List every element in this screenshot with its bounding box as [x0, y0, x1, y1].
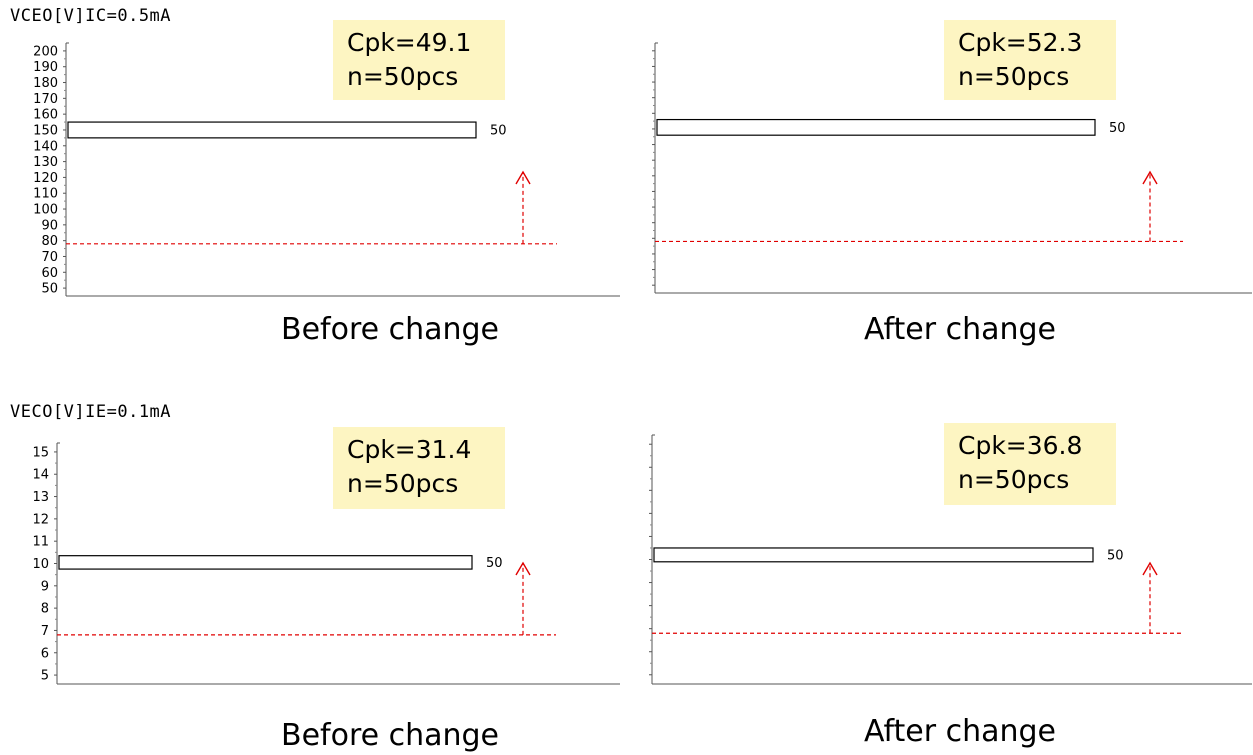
chart-vceo-after-svg: 50 — [652, 42, 1252, 294]
vceo-section-title: VCEO[V]IC=0.5mA — [10, 6, 172, 26]
y-tick-label: 5 — [41, 669, 49, 684]
bar-count-label: 50 — [1107, 548, 1124, 563]
y-tick-label: 8 — [41, 602, 49, 617]
cpk-value: Cpk=52.3 — [958, 28, 1083, 57]
histogram-bar — [653, 547, 1094, 563]
cpk-box-vceo-after: Cpk=52.3 n=50pcs — [944, 20, 1116, 100]
histogram-bar — [67, 121, 477, 139]
cpk-value: Cpk=36.8 — [958, 431, 1083, 460]
y-tick-label: 160 — [33, 108, 58, 123]
y-tick-label: 120 — [33, 171, 58, 186]
arrow-up-icon — [515, 170, 531, 185]
y-tick-label: 200 — [33, 44, 58, 59]
y-tick-label: 9 — [41, 579, 49, 594]
y-tick-label: 130 — [33, 155, 58, 170]
y-tick-label: 90 — [41, 218, 58, 233]
arrow-up-icon — [1142, 561, 1158, 576]
y-tick-label: 80 — [41, 234, 58, 249]
y-tick-label: 10 — [32, 557, 49, 572]
y-tick-label: 13 — [32, 490, 49, 505]
chart-vceo-before: 50 60 70 80 90 100 110 120 130 140 150 160 170 180 190… — [0, 0, 620, 300]
veco-section-title: VECO[V]IE=0.1mA — [10, 402, 172, 422]
cpk-box-veco-after: Cpk=36.8 n=50pcs — [944, 423, 1116, 505]
arrow-up-icon — [1142, 170, 1158, 185]
caption-veco-before: Before change — [280, 718, 500, 753]
chart-veco-before-svg: 5 6 7 8 9 10 11 12 13 14 15 50 — [32, 442, 620, 685]
chart-veco-before: 5 6 7 8 9 10 11 12 13 14 15 50 — [0, 400, 620, 700]
y-tick-label: 50 — [41, 282, 58, 297]
y-tick-label: 14 — [32, 468, 49, 483]
cpk-value: Cpk=49.1 — [347, 28, 472, 57]
y-tick-label: 170 — [33, 92, 58, 107]
sample-count: n=50pcs — [958, 465, 1070, 494]
y-tick-label: 190 — [33, 60, 58, 75]
y-tick-label: 11 — [32, 535, 49, 550]
y-tick-label: 180 — [33, 76, 58, 91]
sample-count: n=50pcs — [958, 62, 1070, 91]
y-tick-label: 60 — [41, 266, 58, 281]
y-tick-label: 15 — [32, 445, 49, 460]
bar-count-label: 50 — [1109, 121, 1126, 136]
y-tick-label: 100 — [33, 203, 58, 218]
y-tick-label: 7 — [41, 624, 49, 639]
y-tick-label: 70 — [41, 250, 58, 265]
cpk-box-vceo-before: Cpk=49.1 n=50pcs — [333, 20, 505, 100]
caption-veco-after: After change — [864, 714, 1056, 749]
sample-count: n=50pcs — [347, 469, 459, 498]
cpk-value: Cpk=31.4 — [347, 435, 472, 464]
chart-veco-after: 50 — [620, 400, 1253, 700]
y-tick-label: 110 — [33, 187, 58, 202]
histogram-bar — [656, 118, 1096, 136]
chart-vceo-after: 50 — [620, 0, 1253, 300]
sample-count: n=50pcs — [347, 62, 459, 91]
y-tick-label: 150 — [33, 123, 58, 138]
caption-vceo-after: After change — [864, 312, 1056, 347]
bar-count-label: 50 — [490, 123, 507, 138]
y-tick-label: 6 — [41, 646, 49, 661]
y-tick-label: 140 — [33, 139, 58, 154]
chart-vceo-before-svg: 5060708090100110120130140150160170180190… — [33, 42, 620, 297]
cpk-box-veco-before: Cpk=31.4 n=50pcs — [333, 427, 505, 509]
bar-count-label: 50 — [486, 556, 503, 571]
y-tick-label: 12 — [32, 512, 49, 527]
caption-vceo-before: Before change — [280, 312, 500, 347]
chart-veco-after-svg: 50 — [649, 434, 1252, 685]
histogram-bar — [58, 555, 473, 570]
arrow-up-icon — [515, 561, 531, 576]
